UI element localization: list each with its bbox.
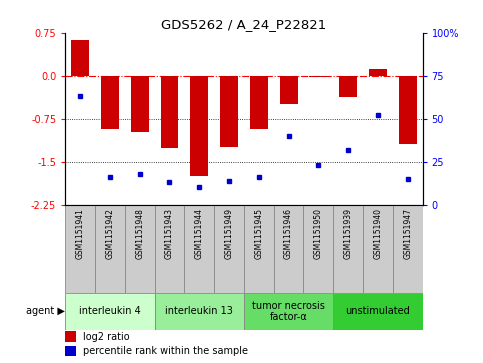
Text: interleukin 13: interleukin 13 bbox=[165, 306, 233, 317]
Text: interleukin 4: interleukin 4 bbox=[79, 306, 141, 317]
Bar bbox=[160, 76, 178, 148]
Bar bbox=[65, 205, 95, 293]
Bar bbox=[244, 293, 333, 330]
Bar bbox=[363, 205, 393, 293]
Bar bbox=[131, 76, 149, 132]
Bar bbox=[65, 346, 76, 356]
Text: tumor necrosis
factor-α: tumor necrosis factor-α bbox=[252, 301, 325, 322]
Title: GDS5262 / A_24_P22821: GDS5262 / A_24_P22821 bbox=[161, 19, 327, 32]
Bar bbox=[399, 76, 417, 144]
Bar bbox=[250, 76, 268, 129]
Bar bbox=[369, 69, 387, 76]
Text: GSM1151942: GSM1151942 bbox=[105, 208, 114, 259]
Bar bbox=[125, 205, 155, 293]
Text: GSM1151944: GSM1151944 bbox=[195, 208, 204, 259]
Bar bbox=[185, 205, 214, 293]
Bar bbox=[155, 205, 185, 293]
Bar bbox=[393, 205, 423, 293]
Text: GSM1151946: GSM1151946 bbox=[284, 208, 293, 259]
Text: GSM1151939: GSM1151939 bbox=[344, 208, 353, 259]
Text: GSM1151945: GSM1151945 bbox=[255, 208, 263, 259]
Text: GSM1151947: GSM1151947 bbox=[403, 208, 412, 259]
Bar bbox=[280, 76, 298, 104]
Bar bbox=[220, 76, 238, 147]
Bar bbox=[101, 76, 119, 129]
Bar bbox=[65, 331, 76, 342]
Bar bbox=[65, 293, 155, 330]
Text: agent ▶: agent ▶ bbox=[27, 306, 65, 317]
Text: percentile rank within the sample: percentile rank within the sample bbox=[83, 346, 248, 356]
Text: GSM1151941: GSM1151941 bbox=[76, 208, 85, 259]
Bar bbox=[95, 205, 125, 293]
Text: GSM1151940: GSM1151940 bbox=[373, 208, 383, 259]
Bar bbox=[190, 76, 208, 176]
Text: GSM1151948: GSM1151948 bbox=[135, 208, 144, 259]
Bar bbox=[71, 40, 89, 76]
Text: unstimulated: unstimulated bbox=[345, 306, 411, 317]
Bar bbox=[303, 205, 333, 293]
Bar bbox=[339, 76, 357, 97]
Text: log2 ratio: log2 ratio bbox=[83, 332, 130, 342]
Bar bbox=[244, 205, 274, 293]
Bar bbox=[155, 293, 244, 330]
Bar bbox=[333, 205, 363, 293]
Bar bbox=[333, 293, 423, 330]
Bar bbox=[274, 205, 303, 293]
Text: GSM1151950: GSM1151950 bbox=[314, 208, 323, 259]
Bar bbox=[214, 205, 244, 293]
Text: GSM1151943: GSM1151943 bbox=[165, 208, 174, 259]
Text: GSM1151949: GSM1151949 bbox=[225, 208, 233, 259]
Bar bbox=[310, 76, 327, 77]
